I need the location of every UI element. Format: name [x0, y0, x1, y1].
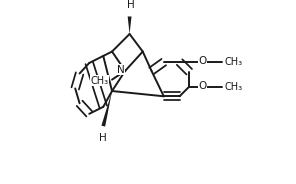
Text: N: N	[117, 65, 125, 75]
Text: CH₃: CH₃	[225, 57, 243, 67]
Text: O: O	[198, 81, 207, 91]
Text: O: O	[198, 56, 207, 66]
Text: H: H	[127, 0, 134, 10]
Polygon shape	[102, 91, 112, 127]
Text: CH₃: CH₃	[90, 75, 109, 86]
Polygon shape	[128, 17, 131, 34]
Text: H: H	[99, 133, 107, 143]
Text: CH₃: CH₃	[225, 82, 243, 92]
